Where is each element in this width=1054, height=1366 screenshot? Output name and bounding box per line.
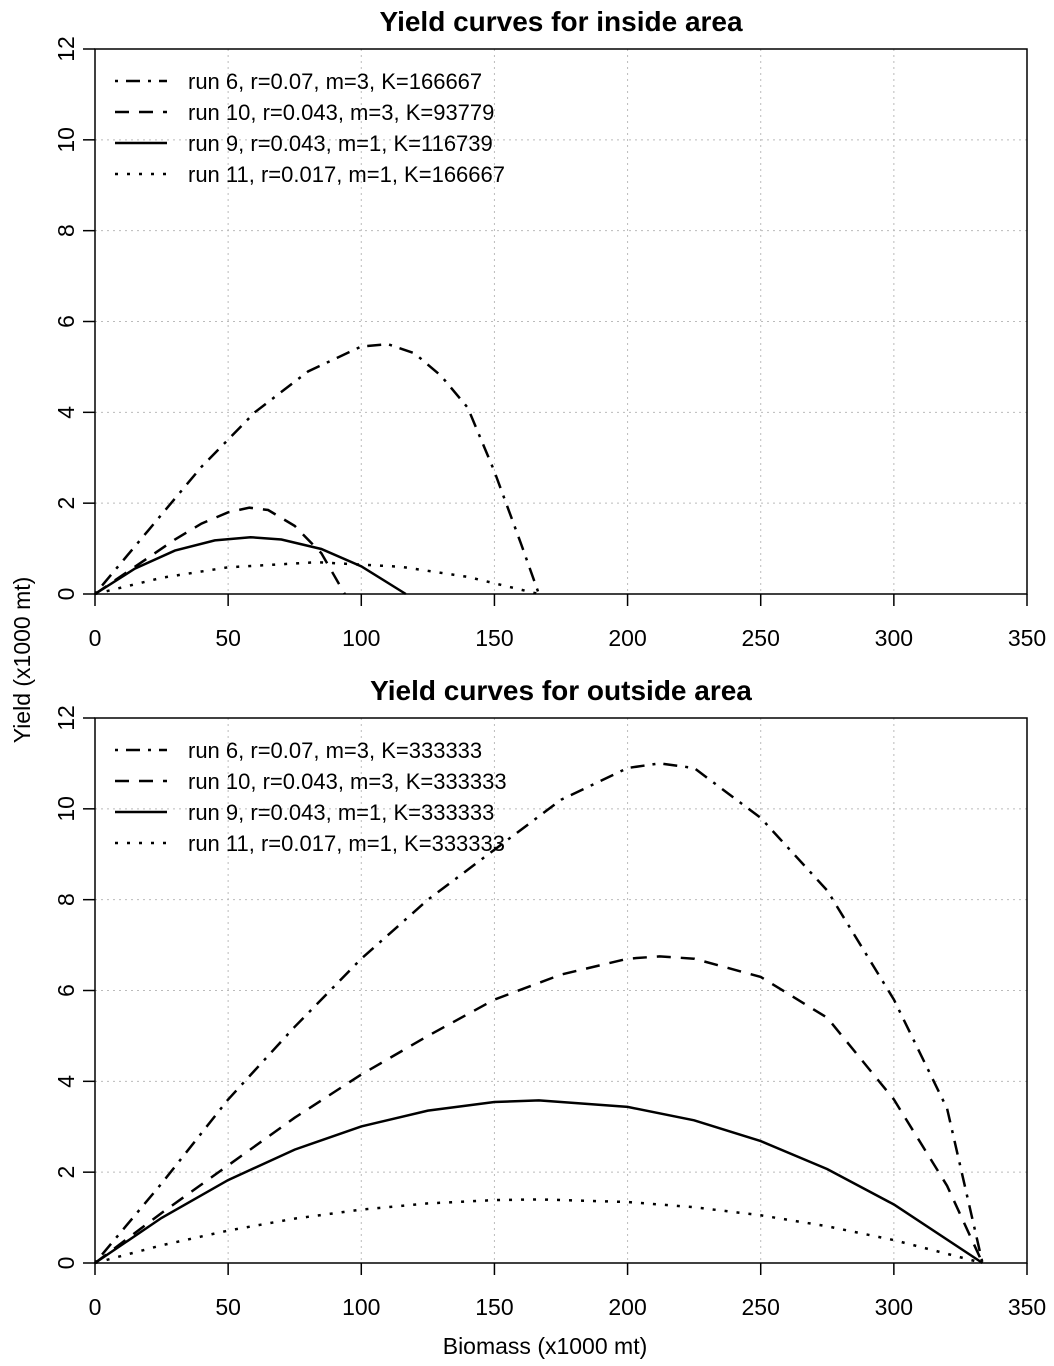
y-tick-label: 4	[53, 1075, 79, 1088]
x-tick-label: 50	[215, 1294, 241, 1320]
y-tick-label: 12	[53, 36, 79, 62]
y-tick-label: 6	[53, 315, 79, 328]
x-tick-label: 250	[742, 625, 780, 651]
legend-label: run 9, r=0.043, m=1, K=116739	[188, 131, 493, 156]
y-tick-label: 10	[53, 127, 79, 153]
legend-label: run 11, r=0.017, m=1, K=333333	[188, 831, 505, 856]
legend-label: run 10, r=0.043, m=3, K=333333	[188, 769, 507, 794]
legend-label: run 6, r=0.07, m=3, K=333333	[188, 738, 482, 763]
legend-label: run 11, r=0.017, m=1, K=166667	[188, 162, 505, 187]
x-tick-label: 100	[342, 625, 380, 651]
x-tick-label: 300	[875, 625, 913, 651]
x-tick-label: 100	[342, 1294, 380, 1320]
series-line	[94, 1099, 984, 1265]
plot-frame	[94, 717, 1028, 1264]
x-tick-label: 0	[89, 625, 102, 651]
x-tick-label: 200	[608, 625, 646, 651]
y-tick-label: 0	[53, 588, 79, 601]
y-tick-label: 8	[53, 893, 79, 906]
legend-label: run 6, r=0.07, m=3, K=166667	[188, 69, 482, 94]
legend-label: run 10, r=0.043, m=3, K=93779	[188, 100, 494, 125]
x-tick-label: 0	[89, 1294, 102, 1320]
chart-title: Yield curves for outside area	[370, 675, 752, 706]
x-axis-label: Biomass (x1000 mt)	[443, 1333, 648, 1359]
y-tick-label: 2	[53, 497, 79, 510]
x-tick-label: 200	[608, 1294, 646, 1320]
x-tick-label: 350	[1008, 625, 1046, 651]
chart-title: Yield curves for inside area	[379, 6, 743, 37]
x-tick-label: 150	[475, 625, 513, 651]
y-tick-label: 2	[53, 1166, 79, 1179]
plot-frame	[94, 48, 1028, 595]
series-line	[94, 535, 407, 596]
x-tick-label: 300	[875, 1294, 913, 1320]
y-axis-label: Yield (x1000 mt)	[9, 577, 35, 744]
x-tick-label: 50	[215, 625, 241, 651]
legend-label: run 9, r=0.043, m=1, K=333333	[188, 800, 494, 825]
y-tick-label: 10	[53, 796, 79, 822]
y-tick-label: 8	[53, 224, 79, 237]
y-tick-label: 6	[53, 984, 79, 997]
series-line	[94, 762, 984, 1264]
x-tick-label: 350	[1008, 1294, 1046, 1320]
series-line	[94, 955, 984, 1264]
y-tick-label: 12	[53, 705, 79, 731]
y-tick-label: 4	[53, 406, 79, 419]
series-line	[94, 506, 346, 596]
y-tick-label: 0	[53, 1257, 79, 1270]
series-line	[94, 342, 541, 595]
x-tick-label: 150	[475, 1294, 513, 1320]
x-tick-label: 250	[742, 1294, 780, 1320]
